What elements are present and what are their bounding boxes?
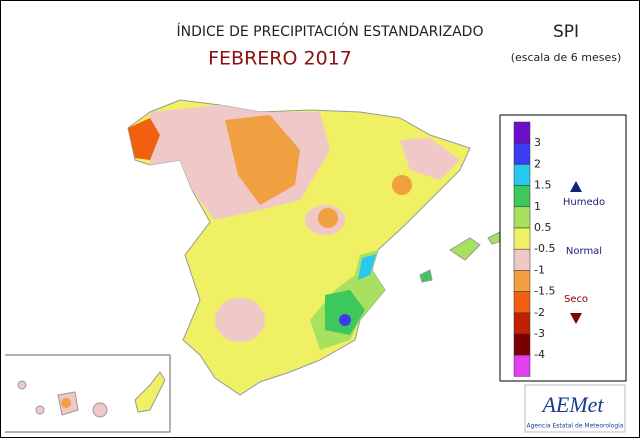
legend-swatch — [513, 142, 531, 165]
legend-swatch — [513, 333, 531, 356]
legend-label: 2 — [534, 157, 541, 170]
dry-arrow — [570, 313, 582, 324]
orange-area — [225, 115, 300, 205]
la-palma — [17, 380, 27, 390]
tenerife-orange — [61, 398, 71, 408]
legend-label: -2 — [534, 306, 545, 319]
legend-swatch — [513, 270, 531, 292]
inset-frame — [5, 354, 171, 433]
orange-center — [318, 208, 338, 228]
subtitle: FEBRERO 2017 — [208, 48, 352, 70]
normal-label: Normal — [566, 246, 602, 257]
logo-agency: Agencia Estatal de Meteorología — [527, 423, 624, 430]
cyan-east — [358, 254, 376, 280]
legend-swatch — [513, 164, 531, 186]
legend-swatch — [513, 248, 531, 271]
legend-label: 3 — [534, 136, 541, 149]
scale-note: (escala de 6 meses) — [511, 51, 622, 64]
legend-label: -1 — [534, 263, 545, 276]
legend-swatch — [513, 354, 531, 377]
legend-label: -3 — [534, 327, 545, 340]
blue-se — [339, 314, 351, 326]
legend: 3 2 1.5 1 0.5 -0.5 -1 -1.5 -2 -3 -4 — [513, 121, 555, 377]
legend-swatch — [513, 206, 531, 229]
canary-east — [134, 371, 166, 413]
legend-swatch — [513, 185, 531, 208]
legend-label: 0.5 — [534, 221, 552, 234]
legend-swatch — [513, 291, 531, 314]
mallorca — [449, 237, 481, 261]
legend-label: -1.5 — [534, 285, 555, 298]
canary-inset — [5, 354, 171, 433]
pink-ne — [400, 138, 460, 180]
legend-label: -0.5 — [534, 242, 555, 255]
spain-map — [127, 99, 506, 396]
legend-swatch — [513, 227, 531, 250]
legend-swatch — [513, 121, 531, 144]
gran-canaria — [92, 402, 108, 418]
orange-ne — [392, 175, 412, 195]
legend-label: -4 — [534, 348, 545, 361]
wet-arrow — [570, 181, 582, 192]
title: ÍNDICE DE PRECIPITACIÓN ESTANDARIZADO — [177, 22, 484, 40]
ibiza — [419, 269, 433, 283]
green-se — [325, 290, 365, 335]
dry-label: Seco — [564, 294, 588, 305]
pink-south — [215, 298, 265, 342]
wet-label: Humedo — [563, 197, 605, 208]
index-name: SPI — [553, 22, 579, 42]
galicia-area — [128, 118, 160, 160]
logo-frame — [524, 384, 626, 433]
legend-label: 1.5 — [534, 179, 552, 192]
legend-swatch — [513, 312, 531, 335]
legend-label: 1 — [534, 200, 541, 213]
logo-name: AEMet — [540, 392, 604, 417]
gomera — [35, 405, 45, 415]
